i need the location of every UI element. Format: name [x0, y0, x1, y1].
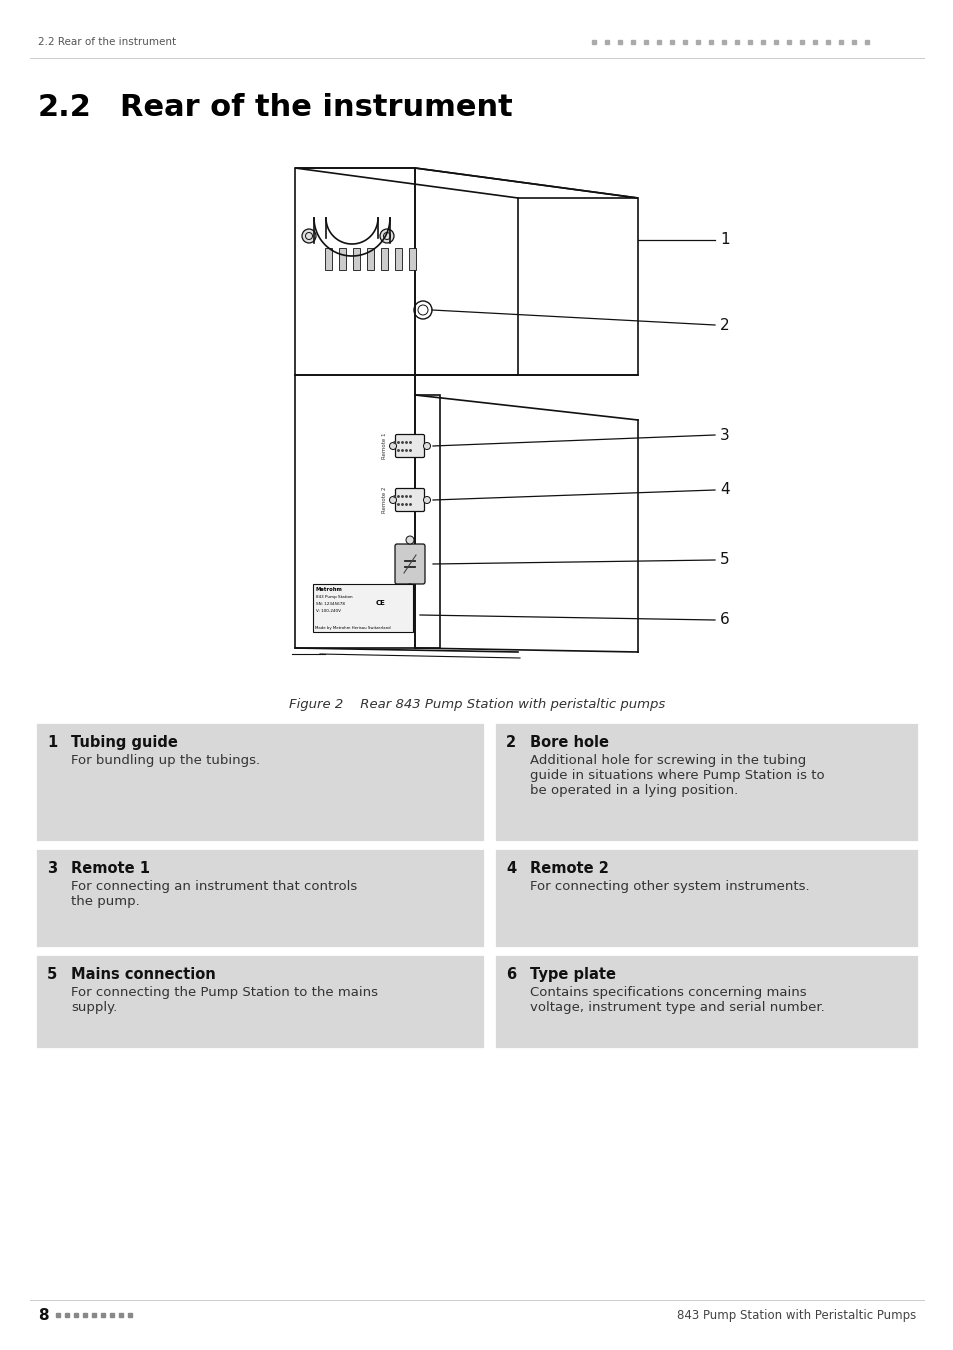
Text: 843 Pump Station with Peristaltic Pumps: 843 Pump Station with Peristaltic Pumps [676, 1308, 915, 1322]
Text: Bore hole: Bore hole [530, 734, 608, 751]
Text: 2: 2 [720, 317, 729, 332]
Bar [35, 954, 484, 1049]
Text: 6: 6 [720, 613, 729, 628]
Bar [409, 248, 416, 270]
Text: 1: 1 [720, 232, 729, 247]
FancyBboxPatch shape [395, 435, 424, 458]
Text: Type plate: Type plate [530, 967, 616, 981]
Text: Remote 1: Remote 1 [71, 861, 150, 876]
Bar [325, 248, 332, 270]
Text: Remote 2: Remote 2 [381, 487, 387, 513]
Text: Made by Metrohm Herisau Switzerland: Made by Metrohm Herisau Switzerland [314, 626, 390, 630]
Text: For bundling up the tubings.: For bundling up the tubings. [71, 755, 260, 767]
Text: SN: 12345678: SN: 12345678 [315, 602, 345, 606]
Bar [294, 167, 415, 648]
Bar [380, 248, 388, 270]
Bar [353, 248, 359, 270]
Text: Figure 2    Rear 843 Pump Station with peristaltic pumps: Figure 2 Rear 843 Pump Station with peri… [289, 698, 664, 711]
Bar [35, 722, 484, 842]
Text: 6: 6 [505, 967, 516, 981]
Bar [338, 248, 346, 270]
Text: For connecting the Pump Station to the mains
supply.: For connecting the Pump Station to the m… [71, 986, 377, 1014]
Text: Mains connection: Mains connection [71, 967, 215, 981]
Circle shape [389, 443, 396, 450]
Circle shape [302, 230, 315, 243]
Bar [494, 954, 918, 1049]
Circle shape [389, 497, 396, 504]
Text: 843 Pump Station: 843 Pump Station [315, 595, 353, 599]
Text: 5: 5 [720, 552, 729, 567]
Text: 1: 1 [47, 734, 57, 751]
Text: 8: 8 [38, 1308, 49, 1323]
Text: 2.2 Rear of the instrument: 2.2 Rear of the instrument [38, 36, 176, 47]
Text: Tubing guide: Tubing guide [71, 734, 177, 751]
Text: V: 100-240V: V: 100-240V [315, 609, 340, 613]
Text: Metrohm: Metrohm [315, 587, 342, 593]
Text: CE: CE [375, 599, 386, 606]
Circle shape [423, 443, 430, 450]
Text: 2: 2 [505, 734, 516, 751]
Text: 3: 3 [720, 428, 729, 443]
Text: Remote 2: Remote 2 [530, 861, 608, 876]
Bar [395, 248, 401, 270]
Circle shape [379, 230, 394, 243]
Bar [367, 248, 374, 270]
Bar [415, 396, 439, 648]
FancyBboxPatch shape [395, 544, 424, 585]
Text: For connecting an instrument that controls
the pump.: For connecting an instrument that contro… [71, 880, 356, 909]
Circle shape [423, 497, 430, 504]
Text: 3: 3 [47, 861, 57, 876]
Text: Contains specifications concerning mains
voltage, instrument type and serial num: Contains specifications concerning mains… [530, 986, 824, 1014]
Text: 4: 4 [505, 861, 516, 876]
Text: 5: 5 [47, 967, 57, 981]
Bar [313, 585, 413, 632]
Circle shape [406, 585, 414, 593]
Text: 4: 4 [720, 482, 729, 498]
FancyBboxPatch shape [395, 489, 424, 512]
Bar [494, 722, 918, 842]
Text: Additional hole for screwing in the tubing
guide in situations where Pump Statio: Additional hole for screwing in the tubi… [530, 755, 823, 796]
Text: For connecting other system instruments.: For connecting other system instruments. [530, 880, 809, 892]
Bar [35, 848, 484, 948]
Text: Remote 1: Remote 1 [381, 433, 387, 459]
Text: Rear of the instrument: Rear of the instrument [120, 93, 512, 123]
Bar [494, 848, 918, 948]
Circle shape [406, 536, 414, 544]
Text: 2.2: 2.2 [38, 93, 91, 123]
